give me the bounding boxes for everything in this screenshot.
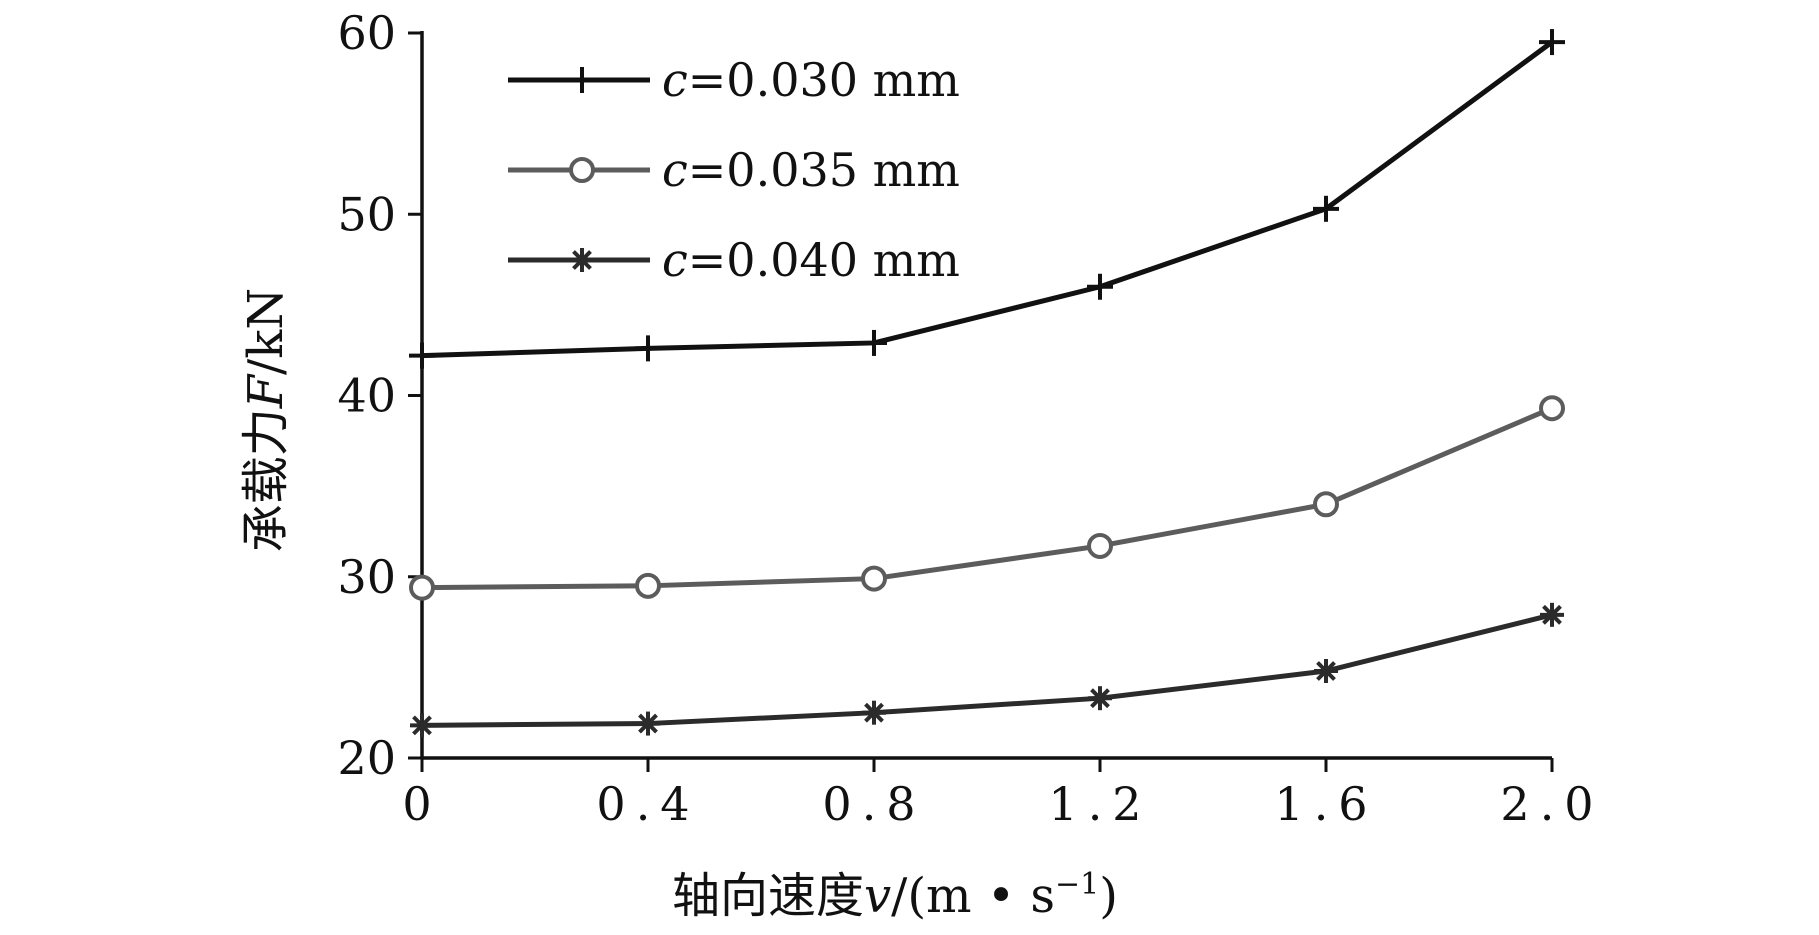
legend-marker: [569, 157, 595, 183]
x-tick-label: 0.8: [822, 777, 925, 831]
y-tick-label: 60: [337, 6, 396, 60]
circle-marker: [1087, 532, 1113, 559]
legend-label-value: =0.035 mm: [688, 143, 960, 197]
series-1: [409, 29, 1565, 369]
series-layer: [409, 29, 1565, 738]
series-1-point: [1313, 195, 1339, 222]
x-tick-label: 1.6: [1274, 777, 1377, 831]
x-axis-title-superscript: −1: [1055, 867, 1099, 902]
series-3-point: [1088, 686, 1112, 711]
legend-entry-3: c=0.040 mm: [508, 233, 960, 287]
x-axis-title-variable: v: [864, 868, 891, 924]
circle-marker: [569, 157, 595, 183]
series-1-point: [1087, 273, 1113, 300]
series-2-point: [1539, 395, 1565, 422]
legend-label-variable: c: [662, 233, 688, 287]
x-axis-title-prefix: 轴向速度: [672, 868, 864, 924]
x-axis-title-close: ): [1099, 868, 1118, 924]
series-3-point: [636, 711, 660, 736]
asterisk-marker-stroke: [412, 715, 432, 736]
circle-marker: [1539, 395, 1565, 422]
y-axis-title-variable: F: [238, 373, 294, 409]
series-3-point: [410, 713, 434, 738]
x-axis-title-unit: /(m • s: [891, 868, 1055, 924]
series-1-line: [421, 40, 1554, 359]
y-tick-label: 20: [337, 731, 396, 785]
legend-marker: [569, 67, 595, 93]
asterisk-marker-stroke: [864, 702, 884, 723]
series-3-line: [421, 612, 1553, 728]
asterisk-marker-stroke: [572, 250, 592, 270]
series-1-point: [1539, 29, 1565, 56]
y-tick-label: 30: [337, 550, 396, 604]
asterisk-marker-stroke: [1316, 661, 1336, 681]
legend-marker: [570, 248, 594, 272]
y-tick-label: 40: [337, 369, 396, 423]
circle-marker: [635, 572, 661, 599]
legend-label-value: =0.040 mm: [688, 233, 960, 287]
series-2-line: [421, 405, 1553, 591]
circle-marker: [409, 574, 435, 601]
y-axis-title-prefix: 承载力: [238, 408, 294, 552]
series-2-point: [861, 565, 887, 592]
circle-marker: [861, 565, 887, 592]
legend-entry-1: c=0.030 mm: [508, 53, 960, 107]
x-tick-label: 0.4: [596, 777, 699, 831]
asterisk-marker-stroke: [1090, 688, 1110, 709]
series-2-point: [1313, 491, 1339, 518]
x-tick-label: 0: [402, 777, 441, 831]
axis-ticks: 20 30 40 50 60 0 0.4 0.8 1.2 1.6 2.0: [337, 6, 1603, 831]
series-2-point: [1087, 532, 1113, 559]
x-axis-title: 轴向速度v/(m • s−1): [672, 867, 1118, 924]
series-1-point: [635, 335, 661, 362]
circle-marker: [1313, 491, 1339, 518]
series-1-point: [861, 329, 887, 356]
axes: [420, 31, 1552, 760]
series-2-point: [635, 572, 661, 599]
legend-label-variable: c: [662, 53, 688, 107]
legend-label: c=0.040 mm: [662, 233, 960, 287]
series-3: [410, 602, 1564, 738]
legend-label: c=0.030 mm: [662, 53, 960, 107]
asterisk-marker-stroke: [1542, 604, 1562, 625]
y-axis-title-unit: /kN: [238, 288, 294, 375]
legend: c=0.030 mmc=0.035 mmc=0.040 mm: [508, 53, 960, 287]
asterisk-marker-stroke: [638, 713, 658, 734]
legend-entry-2: c=0.035 mm: [508, 143, 960, 197]
series-1-point: [409, 342, 435, 369]
legend-label-variable: c: [662, 143, 688, 197]
legend-label: c=0.035 mm: [662, 143, 960, 197]
legend-label-value: =0.030 mm: [688, 53, 960, 107]
series-3-point: [862, 700, 886, 725]
y-tick-label: 50: [337, 187, 396, 241]
series-3-point: [1314, 659, 1338, 683]
y-axis-title: 承载力F/kN: [238, 288, 294, 553]
x-tick-label: 1.2: [1048, 777, 1151, 831]
series-2: [409, 395, 1565, 601]
series-3-point: [1540, 602, 1564, 627]
x-tick-label: 2.0: [1500, 777, 1603, 831]
series-2-point: [409, 574, 435, 601]
